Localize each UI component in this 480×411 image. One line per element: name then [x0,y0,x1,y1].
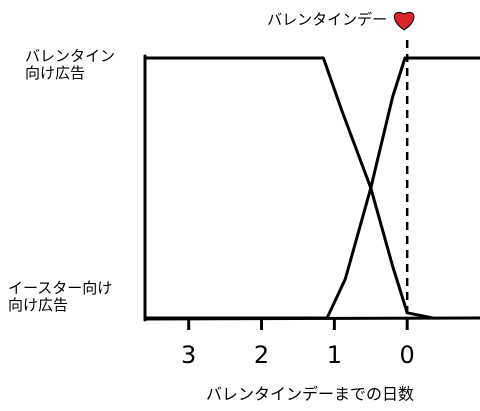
x-axis-label: バレンタインデーまでの日数 [206,385,414,404]
x-tick-label: 2 [254,341,269,369]
x-tick-label: 3 [181,341,196,369]
series-line [145,56,480,320]
y-tick-label: イースター向け 向け広告 [8,279,113,314]
annotation-text: バレンタインデー [267,11,387,29]
y-tick-label: バレンタイン 向け広告 [25,47,116,82]
x-tick-label: 0 [400,341,415,369]
x-tick-label: 1 [327,341,342,369]
series-line [145,56,433,320]
heart [393,12,415,31]
